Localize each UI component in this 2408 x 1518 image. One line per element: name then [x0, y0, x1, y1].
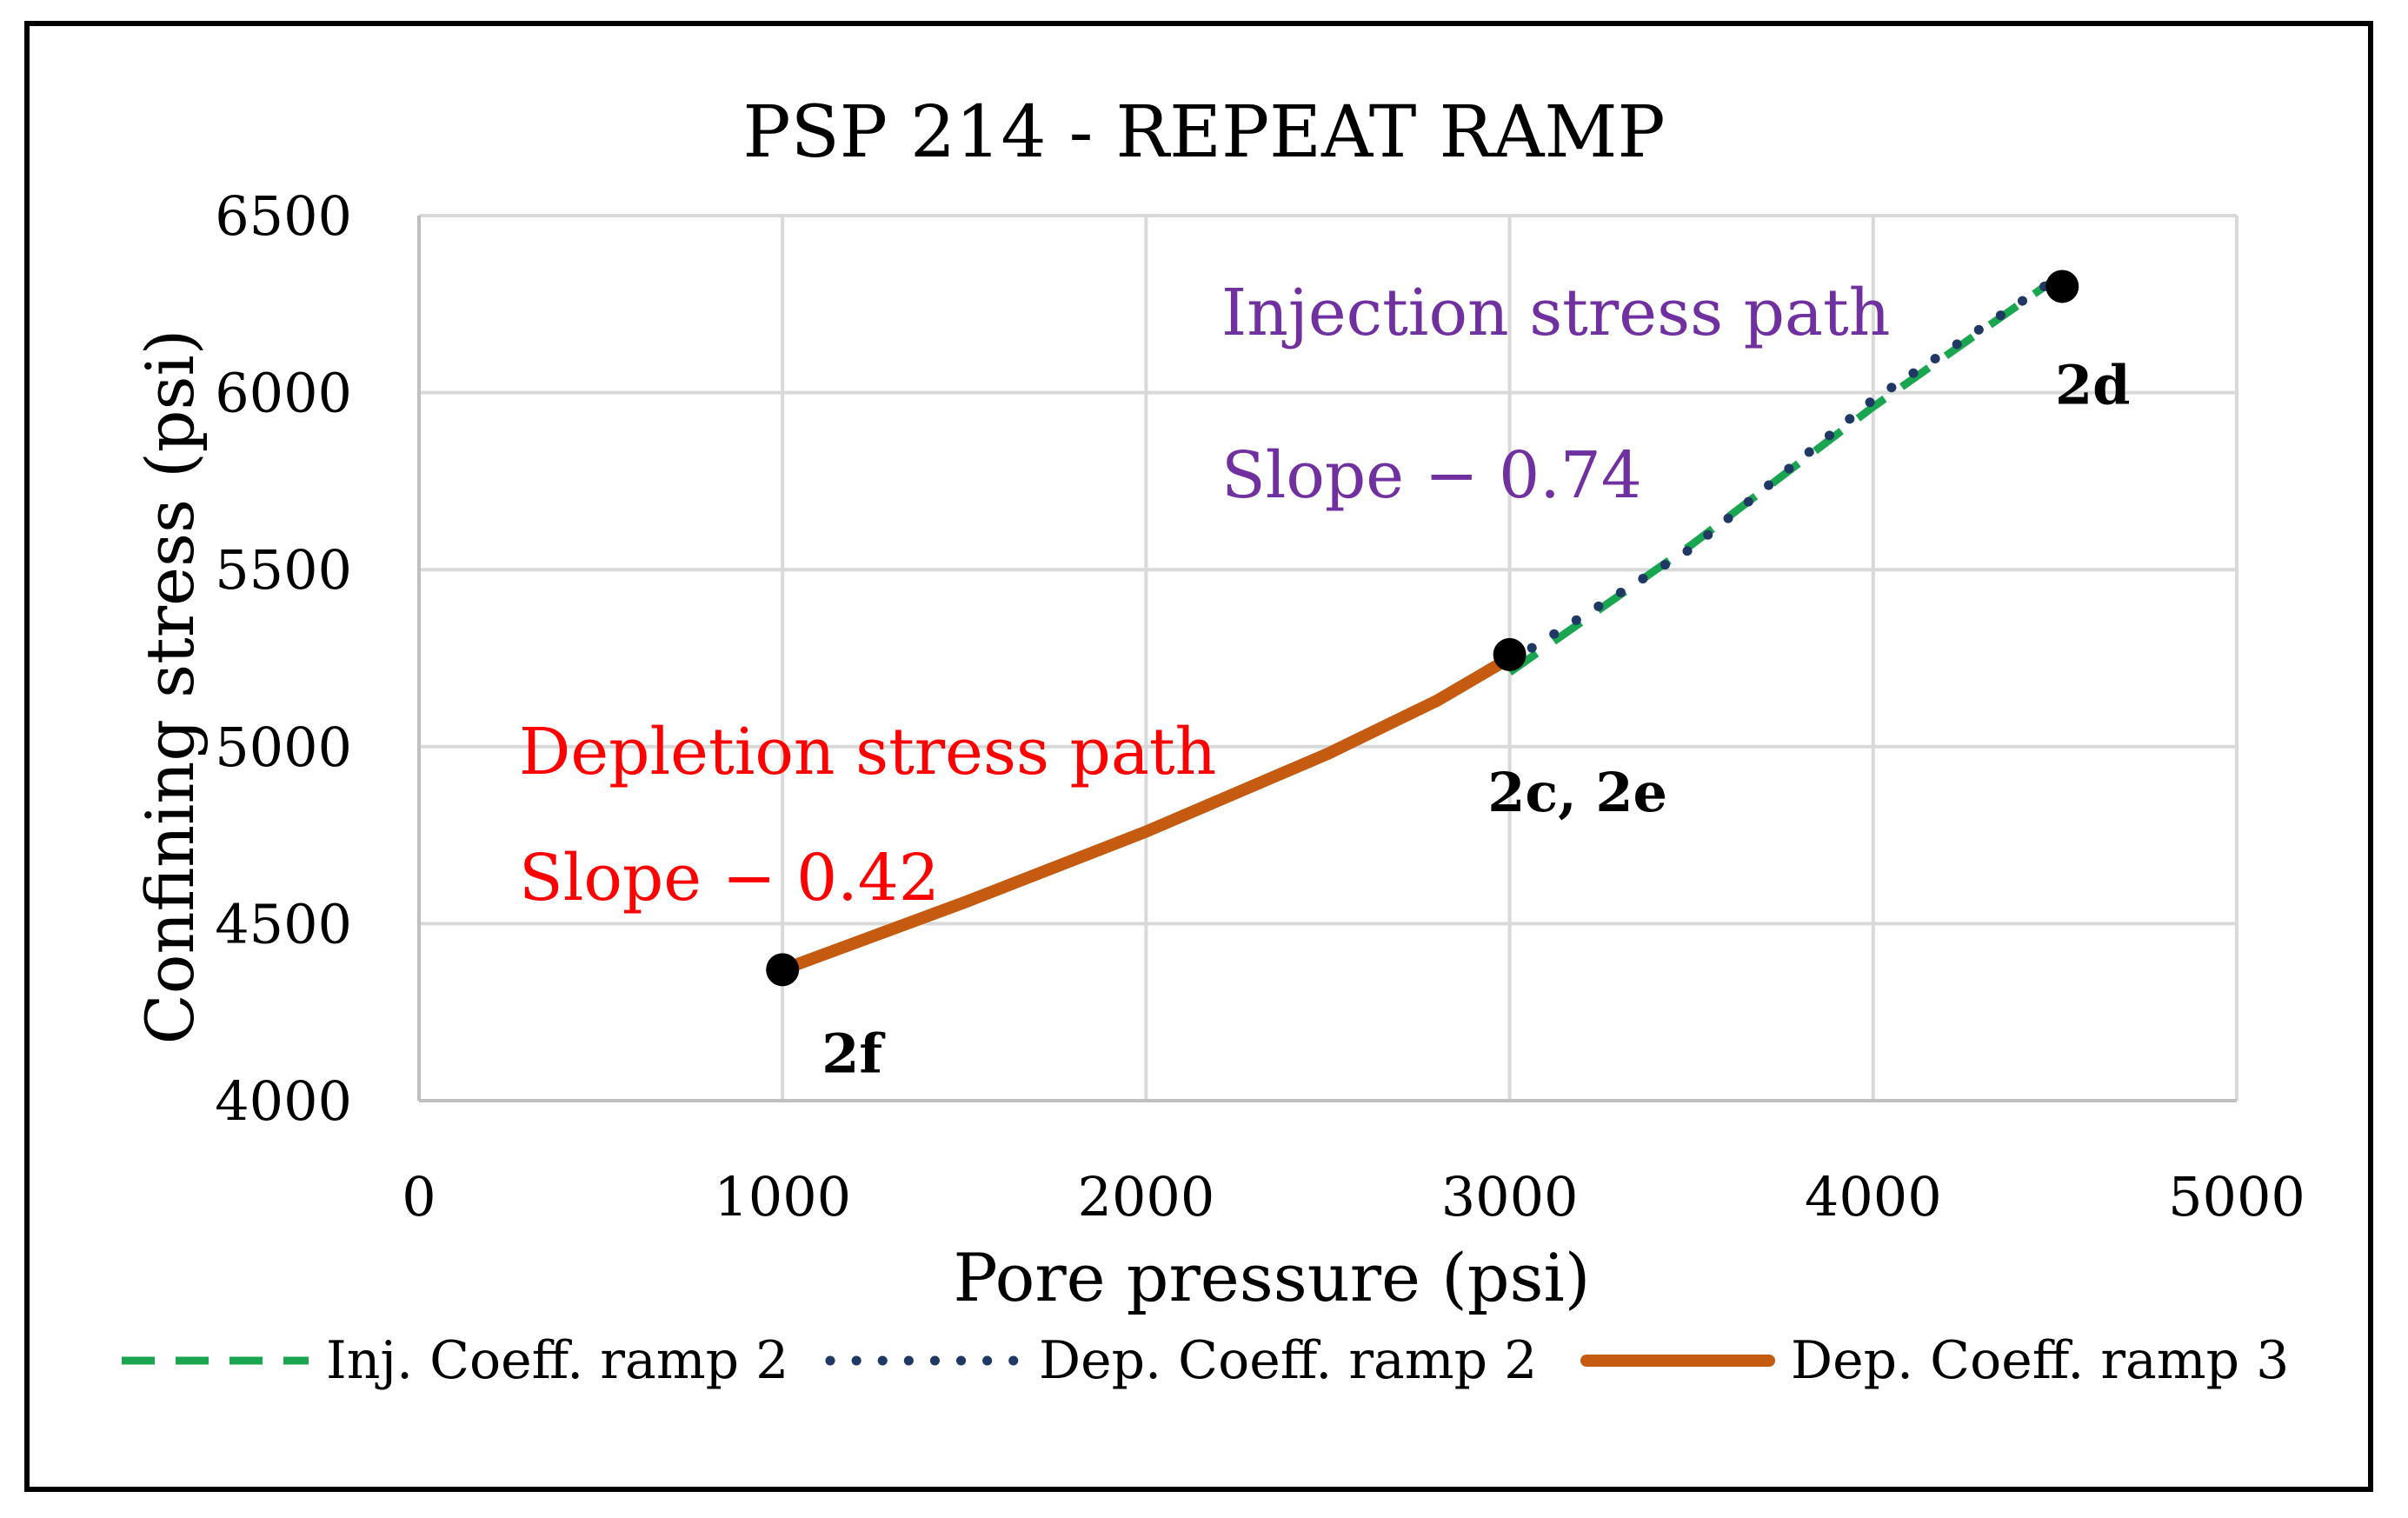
- y-tick-label: 5500: [215, 538, 352, 602]
- y-axis-label: Confining stress (psi): [131, 330, 209, 1045]
- y-tick-label: 6500: [215, 184, 352, 248]
- x-tick-label: 0: [402, 1165, 436, 1228]
- series-line-2: [1505, 274, 2060, 667]
- legend-label: Inj. Coeff. ramp 2: [326, 1330, 788, 1391]
- y-tick-label: 6000: [215, 362, 352, 425]
- annotation-injection-slope: Slope − 0.74: [1221, 438, 1642, 513]
- point-marker: [2045, 270, 2079, 303]
- x-tick-label: 4000: [1805, 1165, 1942, 1228]
- y-tick-label: 4000: [215, 1069, 352, 1133]
- x-tick-label: 1000: [714, 1165, 851, 1228]
- grid-lines: [417, 214, 2238, 1102]
- point-label: 2d: [2055, 353, 2131, 416]
- y-tick-label: 4500: [215, 892, 352, 955]
- x-tick-label: 3000: [1441, 1165, 1579, 1228]
- point-marker: [766, 953, 800, 987]
- point-label: 2f: [822, 1022, 885, 1085]
- annotation-depletion-slope: Slope − 0.42: [519, 841, 940, 915]
- chart-title: PSP 214 - REPEAT RAMP: [742, 91, 1665, 174]
- legend-label: Dep. Coeff. ramp 3: [1791, 1330, 2289, 1391]
- y-tick-label: 5000: [215, 716, 352, 779]
- y-tick-labels: 4000 4500 5000 5500 6000 6500: [215, 184, 352, 1133]
- chart-frame: [24, 21, 2373, 1492]
- series-lines: [776, 274, 2060, 976]
- x-tick-label: 2000: [1078, 1165, 1215, 1228]
- point-markers: 2f 2c, 2e 2d: [766, 270, 2131, 1085]
- legend-label: Dep. Coeff. ramp 2: [1039, 1330, 1537, 1391]
- annotation-injection: Injection stress path: [1221, 276, 1890, 350]
- point-label: 2c, 2e: [1487, 761, 1667, 824]
- x-axis-label: Pore pressure (psi): [954, 1239, 1591, 1316]
- annotation-depletion: Depletion stress path: [519, 715, 1216, 789]
- series-line-3: [776, 652, 1516, 976]
- legend: Inj. Coeff. ramp 2 Dep. Coeff. ramp 2 Dep.…: [122, 1330, 2289, 1391]
- x-tick-labels: 0 1000 2000 3000 4000 5000: [402, 1165, 2305, 1228]
- point-marker: [1493, 637, 1527, 671]
- x-tick-label: 5000: [2168, 1165, 2305, 1228]
